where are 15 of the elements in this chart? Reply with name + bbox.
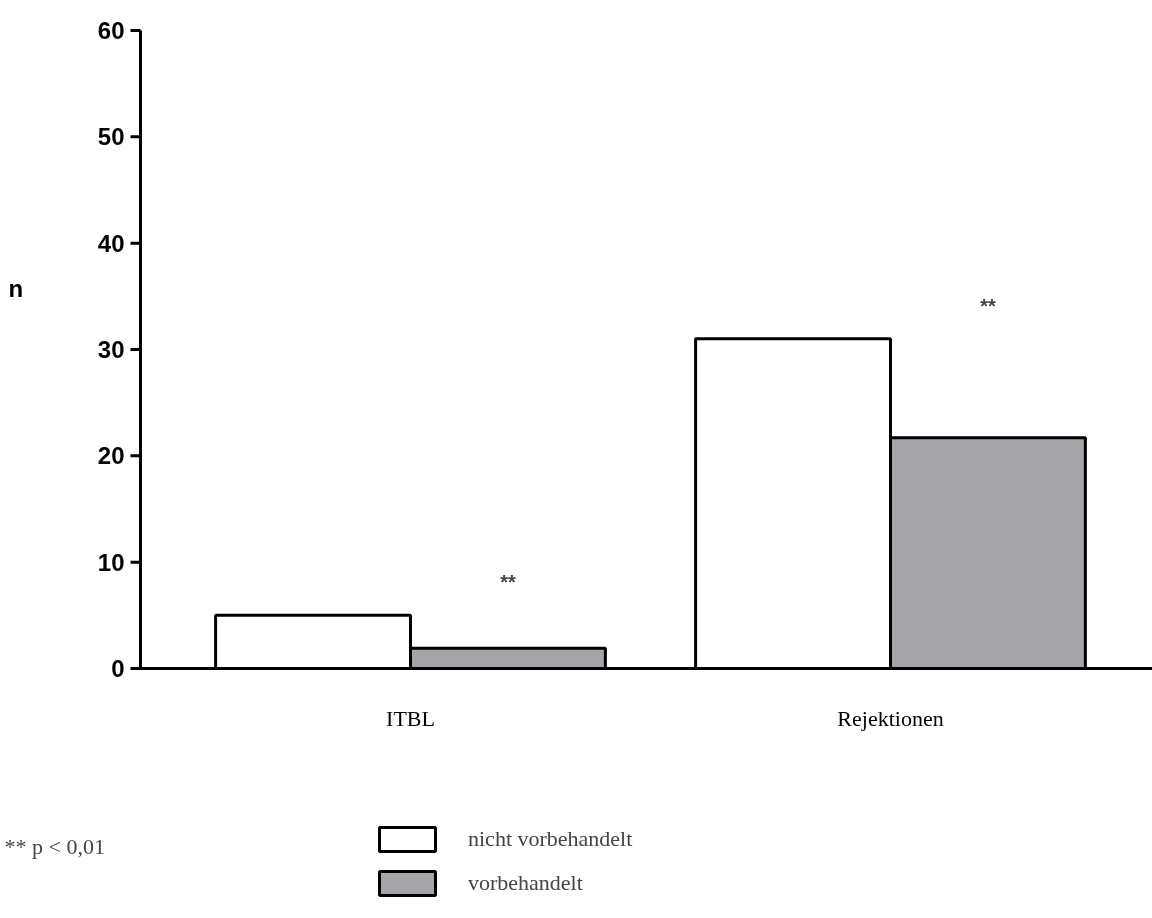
y-tick-label: 40 [97,229,125,257]
annotation: ** [980,294,996,317]
annotation: ** [500,571,516,594]
legend-label: nicht vorbehandelt [468,826,633,852]
y-axis-title: n [8,275,24,302]
y-tick-label: 10 [97,548,125,576]
y-tick-label: 30 [97,336,125,363]
y-tick-label: 0 [111,655,125,682]
x-tick-label: Rejektionen [837,706,944,731]
legend-label: vorbehandelt [468,870,583,896]
y-tick-label: 20 [97,442,125,470]
y-tick-label: 50 [97,123,125,151]
text: ** p < 0,01 [4,834,105,859]
x-tick-label: ITBL [386,706,435,731]
y-tick-label: 60 [97,17,125,44]
